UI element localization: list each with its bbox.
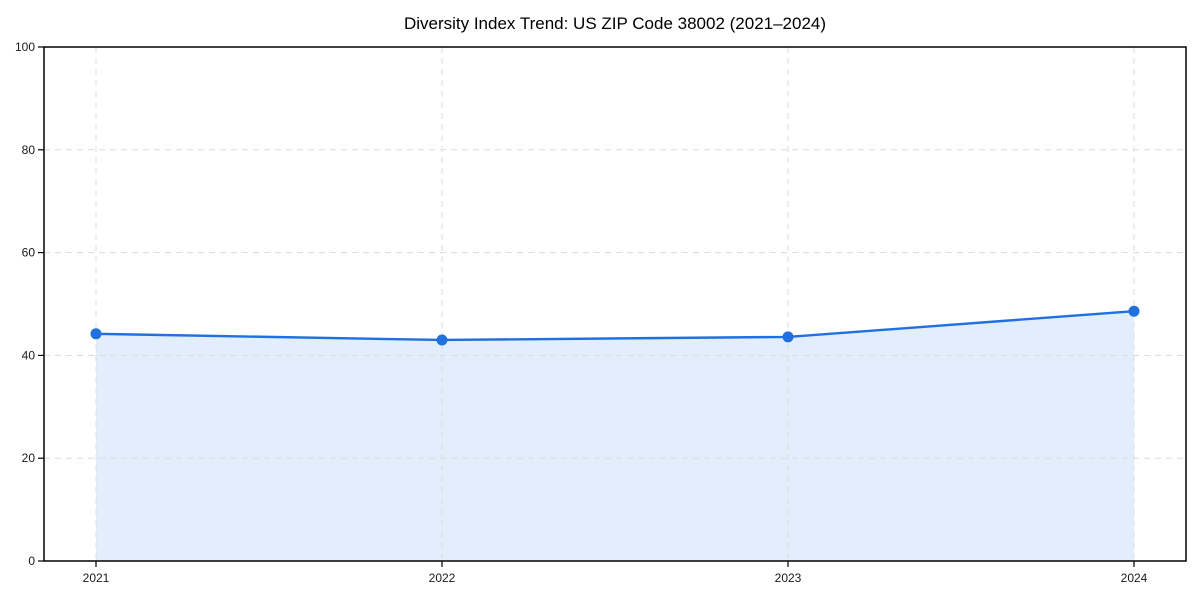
x-tick-label: 2023 (775, 571, 802, 585)
y-tick-label: 80 (22, 143, 36, 157)
area-layer (96, 311, 1134, 561)
grid-layer (44, 47, 1186, 561)
chart-title: Diversity Index Trend: US ZIP Code 38002… (404, 14, 826, 33)
data-point-marker (782, 331, 794, 343)
y-tick-label: 40 (22, 348, 36, 362)
data-layer (90, 305, 1140, 346)
y-tick-label: 0 (28, 554, 35, 568)
data-point-marker (90, 328, 102, 340)
x-tick-label: 2024 (1121, 571, 1148, 585)
axis-layer: 0 20 40 60 80 100 2021 2022 2023 2024 (15, 40, 1187, 585)
y-tick-label: 60 (22, 246, 36, 260)
y-tick-label: 20 (22, 451, 36, 465)
data-point-marker (436, 334, 448, 346)
y-tick-label: 100 (15, 40, 35, 54)
x-tick-label: 2021 (83, 571, 110, 585)
trend-line (94, 309, 1136, 342)
plot-border (43, 46, 1187, 562)
area-fill (96, 311, 1134, 561)
data-point-marker (1128, 305, 1140, 317)
x-tick-label: 2022 (429, 571, 456, 585)
